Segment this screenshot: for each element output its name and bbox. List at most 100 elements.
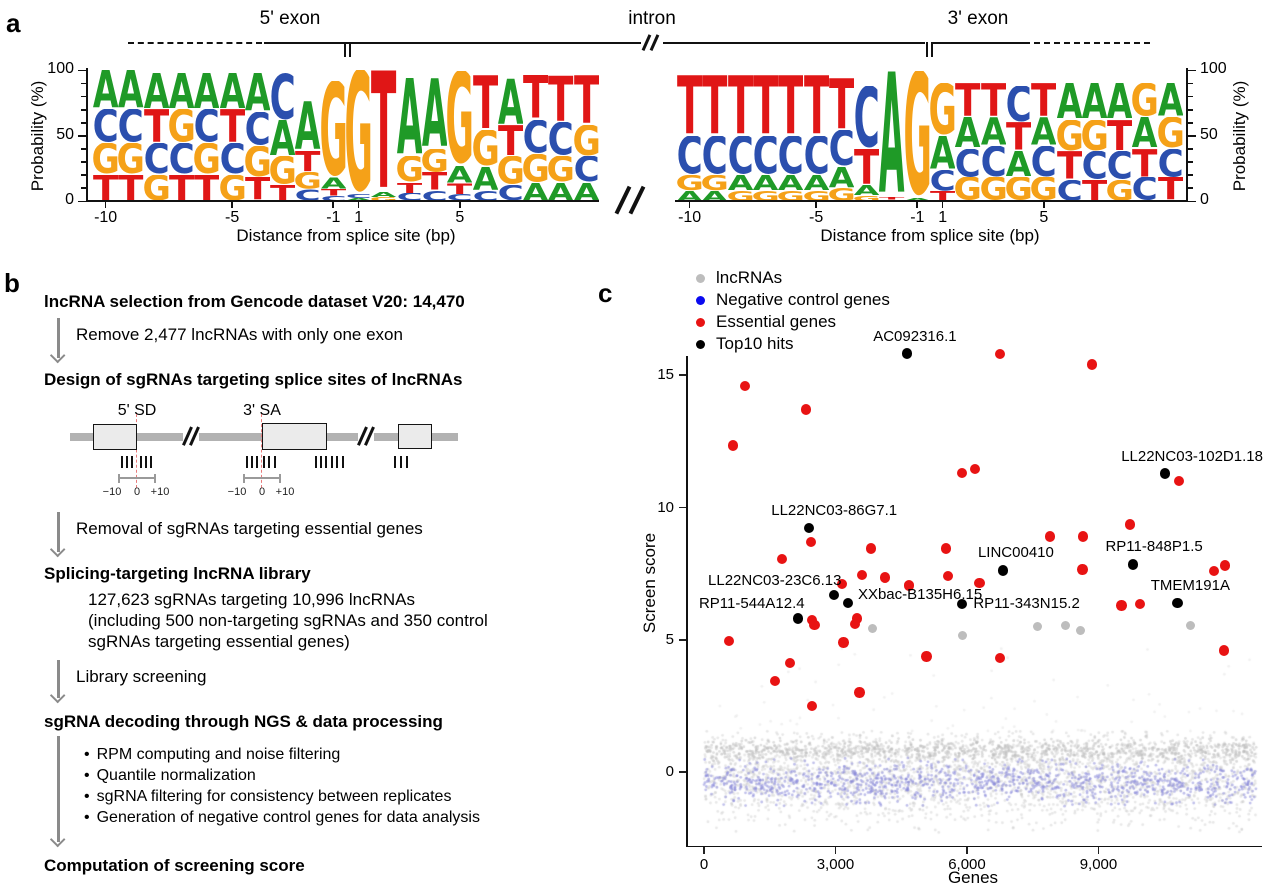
- essential-gene-dot: [854, 687, 865, 698]
- x-tick-label: 5: [1039, 209, 1049, 226]
- logo-base-G: G: [702, 175, 727, 191]
- svg-text:T: T: [1082, 180, 1107, 201]
- svg-text:A: A: [574, 183, 599, 201]
- logo-base-T: T: [397, 183, 422, 193]
- svg-text:G: G: [523, 154, 548, 183]
- logo-column-pos-9: ACGT: [118, 70, 143, 201]
- gene-label-XXbac-B135H6.15: XXbac-B135H6.15: [857, 586, 983, 604]
- logo-base-T: T: [981, 83, 1006, 117]
- logo-column-pos-1: GATC: [321, 70, 346, 202]
- logo-base-A: A: [778, 175, 803, 191]
- logo-column-pos7: AGCT: [1082, 70, 1107, 201]
- svg-text:G: G: [1107, 180, 1132, 201]
- y-tick-label: 0: [1200, 191, 1209, 208]
- svg-text:T: T: [220, 109, 245, 143]
- x-tick: [703, 847, 705, 854]
- svg-text:G: G: [1158, 117, 1183, 148]
- logo-base-T: T: [422, 172, 447, 190]
- scale-bar-cap: [118, 473, 120, 483]
- x-tick: [357, 202, 360, 208]
- library-stats-line: sgRNAs targeting essential genes): [88, 632, 350, 651]
- lncRNA-dot: [868, 623, 878, 633]
- y-tick: [78, 135, 86, 137]
- logo-column-pos-7: TCAG: [753, 70, 778, 201]
- scale-bar: [118, 477, 156, 479]
- svg-text:C: C: [955, 149, 980, 178]
- logo-base-T: T: [220, 109, 245, 143]
- svg-text:G: G: [169, 109, 194, 143]
- logo-base-C: C: [728, 136, 753, 175]
- logo-base-T: T: [473, 75, 498, 130]
- svg-text:A: A: [854, 185, 879, 195]
- scale-label: +10: [275, 486, 295, 498]
- svg-text:A: A: [1006, 151, 1031, 177]
- sgRNA-tick: [325, 456, 328, 468]
- y-tick: [81, 161, 86, 163]
- essential-gene-dot: [995, 652, 1006, 663]
- flow-arrow-icon: [57, 318, 60, 358]
- svg-text:A: A: [1082, 83, 1107, 120]
- logo-column-pos6: TGAC: [473, 70, 498, 201]
- splice-donor-label: 5' SD: [117, 402, 157, 419]
- flow-step-title: Design of sgRNAs targeting splice sites …: [44, 370, 463, 389]
- logo-base-A: A: [295, 101, 320, 151]
- x-tick: [941, 202, 944, 208]
- logo-base-G: G: [523, 154, 548, 183]
- logo-base-T: T: [574, 75, 599, 125]
- essential-gene-dot: [723, 635, 734, 647]
- svg-text:C: C: [422, 191, 447, 201]
- svg-text:T: T: [981, 83, 1006, 117]
- logo-column-pos-2: ATG: [879, 70, 904, 201]
- logo-right-xlabel: Distance from splice site (bp): [820, 226, 1040, 245]
- logo-base-C: C: [702, 136, 727, 175]
- logo-base-C: C: [1107, 151, 1132, 180]
- essential-gene-dot: [1077, 564, 1088, 575]
- logo-base-G: G: [346, 70, 371, 194]
- svg-text:C: C: [753, 136, 778, 175]
- flow-arrow-text: Library screening: [76, 667, 207, 686]
- scatter-xlabel: Genes: [947, 868, 999, 887]
- essential-gene-dot: [800, 404, 812, 415]
- essential-gene-dot: [1218, 645, 1229, 656]
- logo-baseline: [675, 200, 1188, 203]
- svg-text:G: G: [498, 156, 523, 185]
- logo-column-pos-1: GA: [905, 70, 930, 201]
- svg-text:C: C: [574, 156, 599, 182]
- logo-column-pos-6: TCAG: [778, 70, 803, 201]
- logo-base-G: G: [371, 197, 396, 201]
- svg-text:T: T: [144, 109, 169, 143]
- sgRNA-tick: [342, 456, 345, 468]
- logo-base-C: C: [854, 86, 879, 149]
- svg-text:A: A: [728, 175, 753, 191]
- logo-base-A: A: [118, 70, 143, 109]
- splice-junction-tick-right-a: [926, 42, 928, 57]
- logo-column-pos6: AGTC: [1057, 70, 1082, 201]
- logo-column-pos5: TACG: [1031, 70, 1056, 201]
- svg-text:C: C: [1031, 146, 1056, 177]
- svg-text:A: A: [397, 78, 422, 157]
- library-stats-line: 127,623 sgRNAs targeting 10,996 lncRNAs: [88, 590, 415, 609]
- exon-upstream-dashed-line: [128, 42, 262, 44]
- sgRNA-tick: [320, 456, 323, 468]
- svg-text:C: C: [677, 136, 702, 175]
- splice-junction-tick-left-a: [344, 42, 346, 57]
- logo-base-A: A: [981, 117, 1006, 146]
- essential-gene-dot: [739, 380, 751, 392]
- logo-base-T: T: [93, 175, 118, 201]
- flow-arrow-icon: [57, 512, 60, 552]
- flow-arrow-icon: [57, 660, 60, 698]
- y-tick-label: 15: [657, 366, 674, 384]
- logo-base-G: G: [574, 125, 599, 156]
- sgRNA-tick: [140, 456, 143, 468]
- logo-base-A: A: [93, 70, 118, 109]
- logo-base-C: C: [523, 120, 548, 154]
- scale-bar: [243, 477, 281, 479]
- essential-gene-dot: [956, 467, 968, 479]
- splice-acceptor-label: 3' SA: [243, 402, 281, 419]
- logo-base-C: C: [753, 136, 778, 175]
- svg-text:A: A: [702, 191, 727, 201]
- svg-text:G: G: [346, 70, 371, 194]
- gene-label-TMEM191A: TMEM191A: [1150, 576, 1230, 594]
- essential-gene-dot: [784, 657, 796, 668]
- logo-base-T: T: [753, 75, 778, 135]
